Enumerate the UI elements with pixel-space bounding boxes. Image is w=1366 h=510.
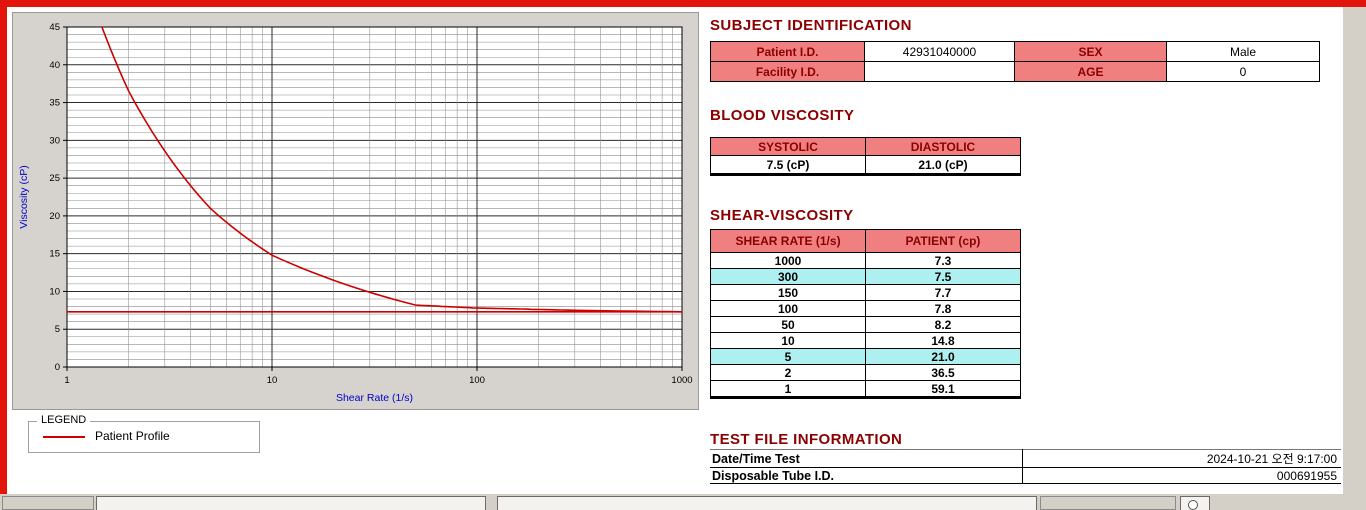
svg-text:10: 10 [49, 286, 60, 297]
table-row: 1000 7.3 [710, 252, 1021, 269]
shear-rate-cell: 100 [710, 300, 866, 317]
svg-text:Viscosity (cP): Viscosity (cP) [18, 165, 30, 228]
svg-text:1000: 1000 [671, 375, 692, 386]
diastolic-value: 21.0 (cP) [865, 155, 1021, 176]
svg-text:1: 1 [64, 375, 69, 386]
age-value: 0 [1166, 61, 1320, 82]
shear-rate-cell: 1000 [710, 252, 866, 269]
svg-text:30: 30 [49, 135, 60, 146]
date-time-label: Date/Time Test [710, 449, 1022, 468]
patient-value-cell: 7.5 [865, 268, 1021, 285]
section-title-blood-viscosity: BLOOD VISCOSITY [710, 107, 855, 124]
sex-label: SEX [1014, 41, 1167, 62]
section-title-test-file-information: TEST FILE INFORMATION [710, 431, 903, 448]
table-row: Disposable Tube I.D. 000691955 [710, 467, 1341, 484]
tube-id-value: 000691955 [1021, 467, 1341, 484]
bottom-toolbar-partial [0, 494, 1366, 510]
patient-value-cell: 14.8 [865, 332, 1021, 349]
patient-id-value: 42931040000 [864, 41, 1015, 62]
svg-text:Shear Rate (1/s): Shear Rate (1/s) [336, 392, 413, 404]
bottom-partial-panel [96, 496, 486, 510]
test-file-information-table: Date/Time Test 2024-10-21 오전 9:17:00 Dis… [710, 449, 1341, 484]
svg-text:0: 0 [55, 362, 60, 373]
legend-line-sample [43, 436, 85, 438]
shear-rate-header: SHEAR RATE (1/s) [710, 229, 866, 253]
table-row: 5 21.0 [710, 348, 1021, 365]
svg-text:100: 100 [469, 375, 485, 386]
patient-value-cell: 59.1 [865, 380, 1021, 399]
blood-viscosity-table: SYSTOLIC DIASTOLIC 7.5 (cP) 21.0 (cP) [710, 137, 1021, 176]
table-row: SHEAR RATE (1/s) PATIENT (cp) [710, 229, 1021, 253]
table-row: Patient I.D. 42931040000 SEX Male [710, 41, 1320, 62]
table-row: 100 7.8 [710, 300, 1021, 317]
patient-value-cell: 7.3 [865, 252, 1021, 269]
patient-value-cell: 8.2 [865, 316, 1021, 333]
table-row: 7.5 (cP) 21.0 (cP) [710, 155, 1021, 176]
tube-id-label: Disposable Tube I.D. [710, 467, 1022, 484]
table-row: 1 59.1 [710, 380, 1021, 399]
patient-value-cell: 21.0 [865, 348, 1021, 365]
age-label: AGE [1014, 61, 1167, 82]
patient-value-cell: 7.8 [865, 300, 1021, 317]
table-row: Date/Time Test 2024-10-21 오전 9:17:00 [710, 449, 1341, 468]
radio-icon [1188, 500, 1198, 510]
table-row: 10 14.8 [710, 332, 1021, 349]
legend-title: LEGEND [37, 414, 91, 426]
legend-box: LEGEND Patient Profile [28, 414, 260, 453]
svg-text:45: 45 [49, 22, 60, 33]
window-accent-left [0, 7, 7, 494]
table-row: 2 36.5 [710, 364, 1021, 381]
date-time-value: 2024-10-21 오전 9:17:00 [1021, 449, 1341, 468]
svg-text:15: 15 [49, 249, 60, 260]
shear-rate-cell: 5 [710, 348, 866, 365]
svg-text:20: 20 [49, 211, 60, 222]
systolic-header: SYSTOLIC [710, 137, 866, 156]
bottom-partial-panel [497, 496, 1037, 510]
table-row: 50 8.2 [710, 316, 1021, 333]
shear-viscosity-table: SHEAR RATE (1/s) PATIENT (cp) 1000 7.3 3… [710, 229, 1021, 399]
shear-rate-cell: 1 [710, 380, 866, 399]
patient-value-cell: 36.5 [865, 364, 1021, 381]
svg-text:35: 35 [49, 98, 60, 109]
table-row: Facility I.D. AGE 0 [710, 61, 1320, 82]
facility-id-value [864, 61, 1015, 82]
svg-text:25: 25 [49, 173, 60, 184]
viscosity-chart-panel: 0 5 10 15 20 25 30 35 40 45 1 10 100 1000 Shear Rate (… [12, 12, 699, 410]
report-panel: 0 5 10 15 20 25 30 35 40 45 1 10 100 1000 Shear Rate (… [7, 7, 1343, 494]
patient-id-label: Patient I.D. [710, 41, 865, 62]
systolic-value: 7.5 (cP) [710, 155, 866, 176]
shear-rate-cell: 150 [710, 284, 866, 301]
section-title-shear-viscosity: SHEAR-VISCOSITY [710, 207, 854, 224]
viscosity-chart: 0 5 10 15 20 25 30 35 40 45 1 10 100 1000 Shear Rate (… [18, 22, 693, 404]
subject-identification-table: Patient I.D. 42931040000 SEX Male Facili… [710, 41, 1320, 82]
table-row: 300 7.5 [710, 268, 1021, 285]
legend-series-label: Patient Profile [95, 429, 170, 443]
window-accent-top [0, 0, 1366, 7]
svg-text:5: 5 [55, 324, 60, 335]
shear-rate-cell: 50 [710, 316, 866, 333]
table-row: SYSTOLIC DIASTOLIC [710, 137, 1021, 156]
section-title-subject-identification: SUBJECT IDENTIFICATION [710, 17, 912, 34]
shear-rate-cell: 2 [710, 364, 866, 381]
facility-id-label: Facility I.D. [710, 61, 865, 82]
svg-text:10: 10 [267, 375, 278, 386]
table-row: 150 7.7 [710, 284, 1021, 301]
svg-text:40: 40 [49, 60, 60, 71]
shear-rate-cell: 300 [710, 268, 866, 285]
patient-cp-header: PATIENT (cp) [865, 229, 1021, 253]
patient-value-cell: 7.7 [865, 284, 1021, 301]
sex-value: Male [1166, 41, 1320, 62]
diastolic-header: DIASTOLIC [865, 137, 1021, 156]
shear-rate-cell: 10 [710, 332, 866, 349]
